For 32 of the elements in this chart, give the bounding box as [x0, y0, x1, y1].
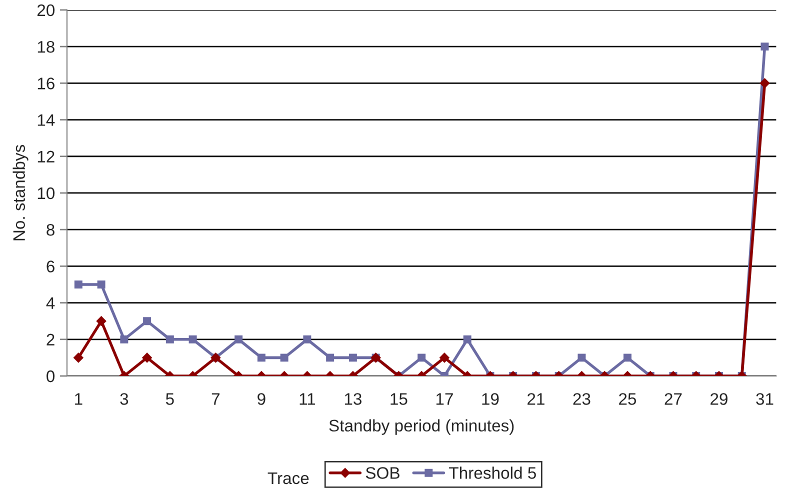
y-tick-label: 2	[46, 334, 54, 346]
x-tick-label: 17	[436, 393, 453, 405]
y-tick-label: 8	[46, 224, 54, 236]
x-tick-label: 9	[258, 393, 266, 405]
y-tick-label: 20	[37, 4, 55, 16]
y-axis-title: No. standbys	[12, 144, 28, 240]
legend-label: SOB	[366, 467, 400, 479]
x-tick-label: 29	[710, 393, 728, 405]
x-tick-label: 13	[344, 393, 362, 405]
x-tick-label: 31	[756, 393, 774, 405]
y-tick-label: 4	[46, 297, 55, 309]
y-tick-label: 14	[38, 114, 55, 126]
x-tick-label: 3	[120, 393, 128, 405]
x-axis-title: Standby period (minutes)	[329, 419, 514, 435]
x-tick-label: 7	[212, 393, 220, 405]
y-tick-label: 18	[38, 40, 54, 53]
y-tick-label: 12	[38, 150, 54, 162]
x-tick-label: 15	[390, 393, 408, 405]
legend-label: Threshold 5	[449, 466, 536, 479]
legend-title: Trace	[268, 472, 309, 484]
y-tick-label: 16	[38, 78, 54, 90]
y-tick-label: 0	[46, 370, 55, 382]
x-tick-label: 21	[528, 393, 544, 405]
x-tick-label: 19	[482, 393, 499, 405]
y-tick-label: 6	[46, 260, 54, 272]
x-tick-label: 5	[166, 393, 174, 405]
y-tick-label: 10	[38, 187, 55, 200]
x-tick-label: 23	[573, 393, 590, 405]
x-tick-label: 11	[300, 393, 316, 405]
x-tick-label: 1	[75, 393, 82, 405]
x-tick-label: 27	[664, 393, 682, 405]
x-tick-label: 25	[619, 393, 636, 405]
